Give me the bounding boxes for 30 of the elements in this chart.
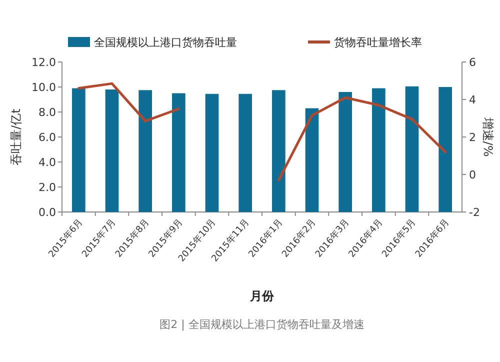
y-tick-label: 6.0 (38, 131, 56, 144)
y-tick-label: 8.0 (38, 106, 56, 119)
legend-label: 货物吞吐量增长率 (334, 36, 422, 49)
bar (72, 88, 86, 212)
y-axis-title: 吞吐量/亿t (9, 108, 23, 166)
bar (172, 93, 186, 212)
y-tick-label: 0.0 (38, 206, 56, 219)
y-tick-label: 4.0 (38, 156, 56, 169)
bar (105, 90, 119, 212)
bar (338, 92, 352, 212)
x-axis-title: 月份 (249, 289, 275, 303)
y2-axis-title: 增速/% (481, 116, 495, 157)
bar (238, 94, 252, 212)
y-tick-label: 2.0 (38, 181, 56, 194)
bar (205, 94, 219, 212)
y2-tick-label: 2 (469, 131, 476, 144)
y-tick-label: 12.0 (32, 56, 56, 69)
y2-tick-label: -2 (469, 206, 480, 219)
caption: 图2 | 全国规模以上港口货物吞吐量及增速 (160, 318, 364, 331)
y2-tick-label: 6 (469, 56, 476, 69)
bar (372, 88, 386, 212)
y2-tick-label: 4 (469, 94, 476, 106)
bar (305, 108, 319, 212)
bar (438, 87, 452, 212)
bar (405, 86, 419, 212)
bar (138, 90, 152, 212)
bar (272, 90, 286, 212)
y2-tick-label: 0 (469, 168, 476, 182)
legend-label: 全国规模以上港口货物吞吐量 (94, 36, 237, 49)
y-tick-label: 10.0 (32, 81, 56, 94)
